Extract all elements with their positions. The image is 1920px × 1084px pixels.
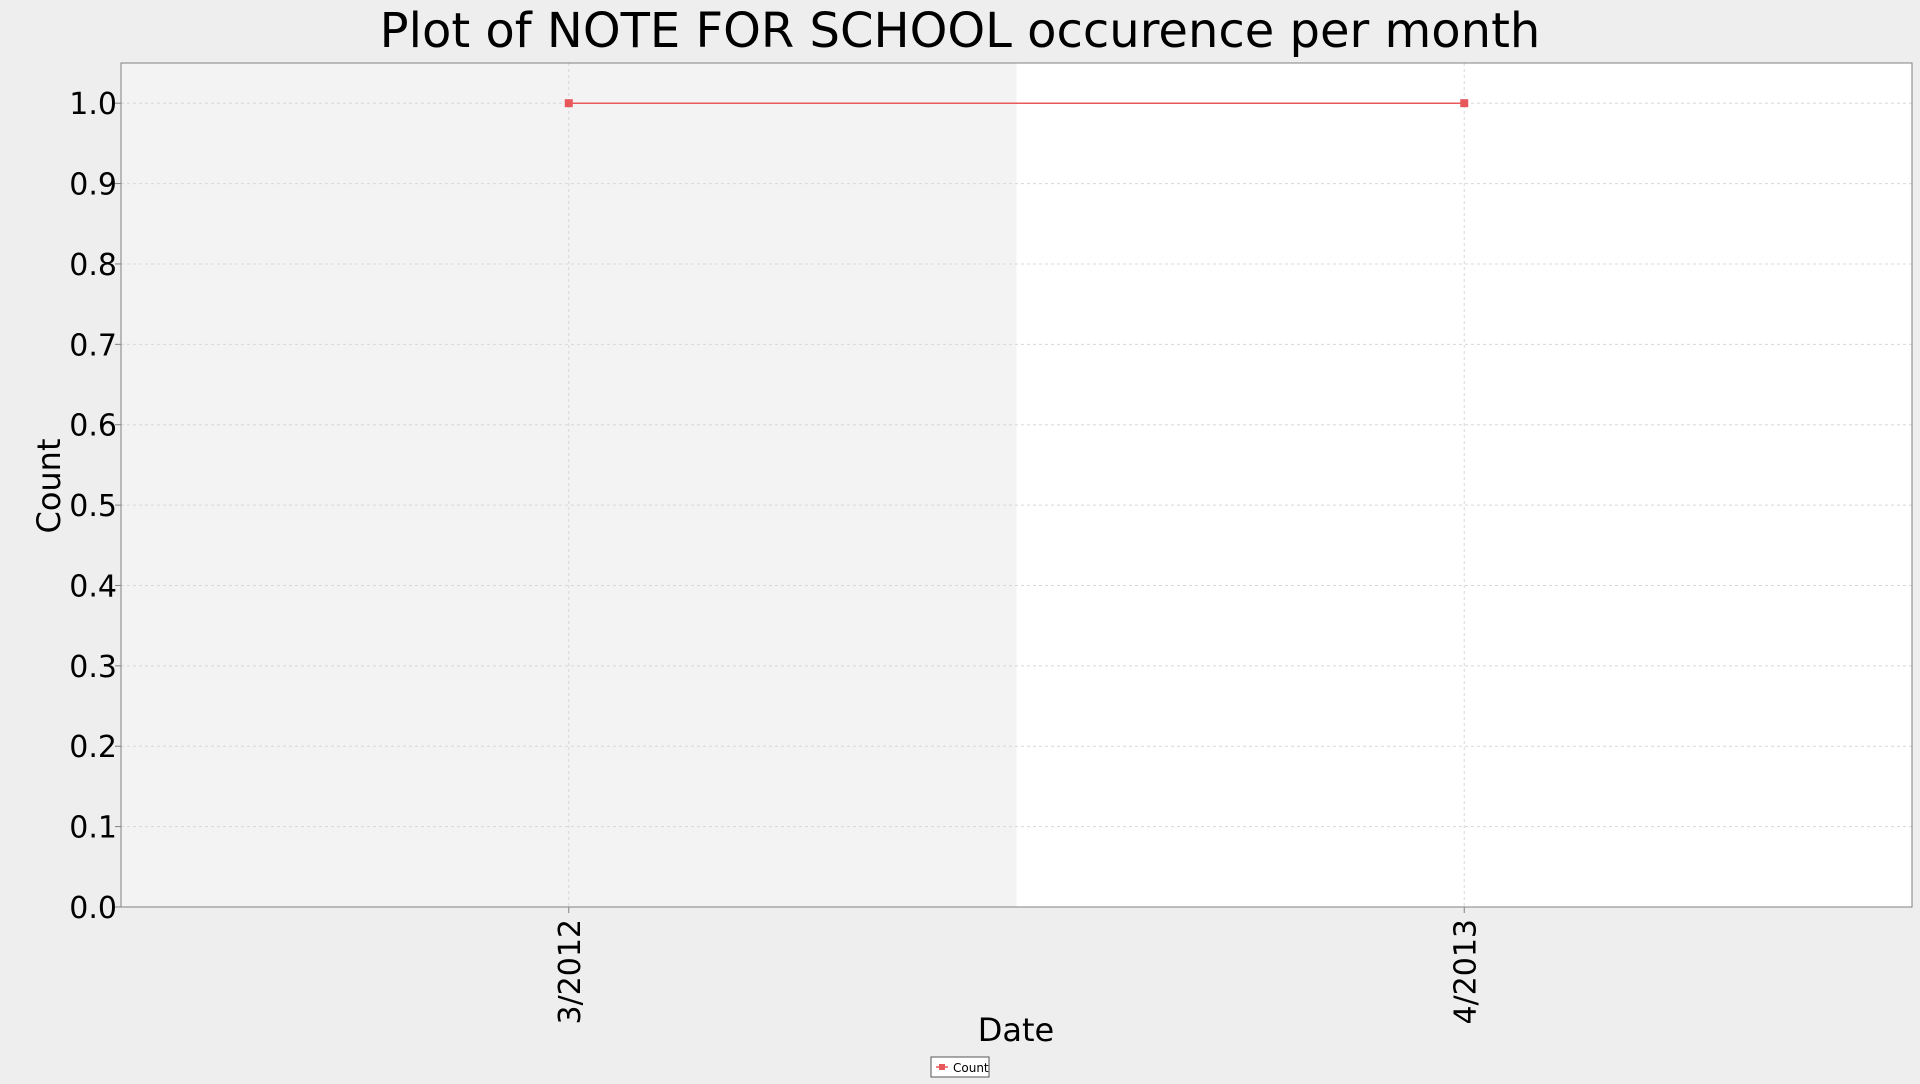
series-layer <box>564 99 1469 108</box>
data-point-0 <box>564 99 573 108</box>
axes: 0.0 0.1 0.2 0.3 0.4 0.5 0.6 0.7 0.8 0.9 1.0 3/2012 4… <box>69 62 1913 1025</box>
x-tick-label: 3/2012 <box>553 919 588 1025</box>
y-tick-label: 0.1 <box>69 811 117 846</box>
legend-swatch-marker <box>939 1064 945 1070</box>
plot-border <box>120 62 1913 908</box>
y-tick-label: 0.3 <box>69 650 117 685</box>
legend-box <box>930 1056 990 1078</box>
x-tick-label: 4/2013 <box>1448 919 1483 1025</box>
y-tick-label: 0.5 <box>69 489 117 524</box>
y-tick-label: 1.0 <box>69 87 117 122</box>
legend-entry-count: Count <box>953 1061 989 1075</box>
x-axis-label: Date <box>978 1011 1054 1049</box>
y-tick-label: 0.7 <box>69 328 117 363</box>
data-point-1 <box>1460 99 1469 108</box>
y-tick-label: 0.8 <box>69 248 117 283</box>
plot-background <box>121 63 1912 907</box>
y-tick-label: 0.6 <box>69 409 117 444</box>
y-tick-label: 0.0 <box>69 891 117 926</box>
y-tick-label: 0.4 <box>69 569 117 604</box>
chart-title: Plot of NOTE FOR SCHOOL occurence per mo… <box>380 3 1541 59</box>
y-axis-label: Count <box>30 438 68 533</box>
y-tick-label: 0.9 <box>69 168 117 203</box>
y-tick-label: 0.2 <box>69 730 117 765</box>
legend: Count <box>930 1056 990 1078</box>
